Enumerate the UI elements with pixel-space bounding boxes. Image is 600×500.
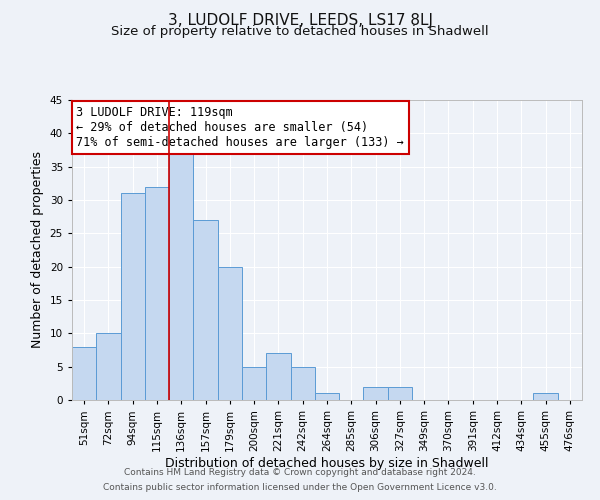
X-axis label: Distribution of detached houses by size in Shadwell: Distribution of detached houses by size … — [165, 456, 489, 469]
Bar — [145, 186, 169, 400]
Bar — [218, 266, 242, 400]
Bar — [121, 194, 145, 400]
Bar — [364, 386, 388, 400]
Bar — [96, 334, 121, 400]
Bar — [169, 154, 193, 400]
Bar — [533, 394, 558, 400]
Bar — [388, 386, 412, 400]
Bar — [290, 366, 315, 400]
Text: Size of property relative to detached houses in Shadwell: Size of property relative to detached ho… — [111, 25, 489, 38]
Bar — [266, 354, 290, 400]
Bar — [242, 366, 266, 400]
Y-axis label: Number of detached properties: Number of detached properties — [31, 152, 44, 348]
Bar — [193, 220, 218, 400]
Text: 3 LUDOLF DRIVE: 119sqm
← 29% of detached houses are smaller (54)
71% of semi-det: 3 LUDOLF DRIVE: 119sqm ← 29% of detached… — [76, 106, 404, 149]
Text: Contains HM Land Registry data © Crown copyright and database right 2024.: Contains HM Land Registry data © Crown c… — [124, 468, 476, 477]
Text: Contains public sector information licensed under the Open Government Licence v3: Contains public sector information licen… — [103, 483, 497, 492]
Bar — [315, 394, 339, 400]
Text: 3, LUDOLF DRIVE, LEEDS, LS17 8LJ: 3, LUDOLF DRIVE, LEEDS, LS17 8LJ — [167, 12, 433, 28]
Bar — [72, 346, 96, 400]
